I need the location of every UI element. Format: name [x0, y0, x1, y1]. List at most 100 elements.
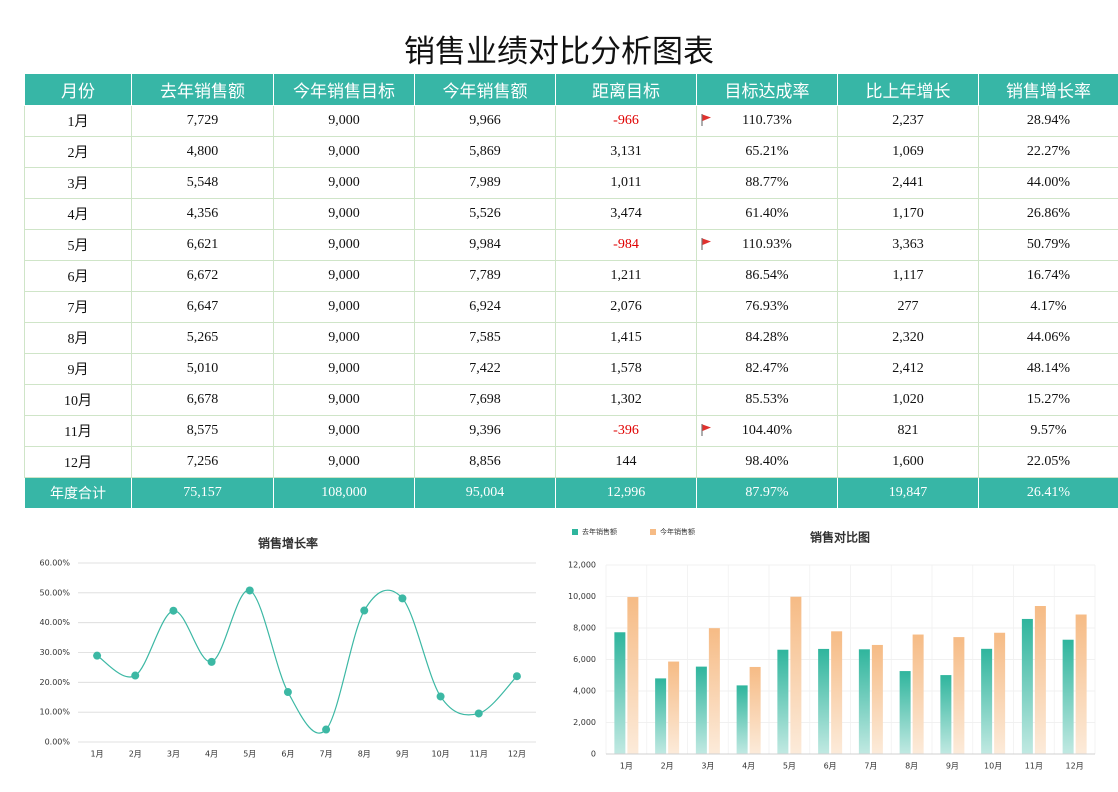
table-cell: 9.57%: [978, 415, 1118, 447]
marker: [283, 688, 292, 697]
table-cell: 108,000: [273, 477, 415, 509]
table-cell: 5月: [24, 229, 132, 261]
table-cell: 9,000: [273, 384, 415, 416]
table-cell: 6月: [24, 260, 132, 292]
table-cell: 28.94%: [978, 105, 1118, 137]
table-cell: 7,422: [414, 353, 556, 385]
table-row: 年度合计 75,157 108,000 95,004 12,996 87.97% 19,84…: [24, 477, 1118, 509]
table-cell: 9,000: [273, 136, 415, 168]
table-row: 5月 6,621 9,000 9,984 -984 110.93% 3,363 50.79%: [24, 229, 1118, 261]
table-cell: 7,698: [414, 384, 556, 416]
table-cell: 75,157: [131, 477, 274, 509]
legend-swatch: [650, 529, 656, 535]
table-cell: 3月: [24, 167, 132, 199]
bar: [899, 671, 911, 754]
y-tick-label: 6,000: [573, 655, 596, 664]
marker: [93, 651, 102, 660]
table-cell: 8月: [24, 322, 132, 354]
table-cell: 87.97%: [696, 477, 838, 509]
x-tick-label: 10月: [431, 750, 449, 759]
x-tick-label: 3月: [167, 750, 180, 759]
y-tick-label: 0: [591, 750, 596, 759]
y-tick-label: 40.00%: [39, 618, 70, 627]
table-cell: 9,000: [273, 291, 415, 323]
table-cell: 9,984: [414, 229, 556, 261]
legend-label: 去年销售额: [582, 527, 617, 536]
table-cell: 距离目标: [555, 73, 697, 106]
marker: [169, 606, 178, 615]
bar: [818, 648, 830, 754]
table-cell: 目标达成率: [696, 73, 838, 106]
table-cell: 1,600: [837, 446, 979, 478]
table-cell: 110.93%: [696, 229, 838, 261]
table-cell: 11月: [24, 415, 132, 447]
table-cell: 9,000: [273, 322, 415, 354]
table-row: 2月 4,800 9,000 5,869 3,131 65.21% 1,069 22.27%: [24, 136, 1118, 168]
bar: [912, 634, 924, 754]
table-row: 月份 去年销售额 今年销售目标 今年销售额 距离目标 目标达成率 比上年增长 销售增长率: [24, 73, 1118, 106]
bar: [831, 631, 843, 754]
table-row: 1月 7,729 9,000 9,966 -966 110.73% 2,237 28.94%: [24, 105, 1118, 137]
table-cell: 月份: [24, 73, 132, 106]
x-tick-label: 6月: [281, 750, 294, 759]
table-cell: 9,000: [273, 167, 415, 199]
table-cell: 1,211: [555, 260, 697, 292]
marker: [398, 594, 407, 603]
table-cell: 3,474: [555, 198, 697, 230]
bar: [777, 649, 789, 754]
table-cell: 1,117: [837, 260, 979, 292]
table-cell: 48.14%: [978, 353, 1118, 385]
table-row: 7月 6,647 9,000 6,924 2,076 76.93% 277 4.17%: [24, 291, 1118, 323]
chart-title: 销售对比图: [810, 530, 870, 545]
table-cell: 5,548: [131, 167, 274, 199]
bar: [871, 644, 883, 754]
x-tick-label: 6月: [824, 762, 837, 771]
table-cell: 15.27%: [978, 384, 1118, 416]
table-cell: 3,131: [555, 136, 697, 168]
bar: [1034, 606, 1046, 754]
table-cell: 1,302: [555, 384, 697, 416]
table-cell: 85.53%: [696, 384, 838, 416]
sales-table: 月份 去年销售额 今年销售目标 今年销售额 距离目标 目标达成率 比上年增长 销售增长率 1月 7…: [24, 73, 1118, 509]
y-tick-label: 8,000: [573, 624, 596, 633]
marker: [322, 725, 331, 734]
table-row: 6月 6,672 9,000 7,789 1,211 86.54% 1,117 16.74%: [24, 260, 1118, 292]
table-cell: 44.06%: [978, 322, 1118, 354]
table-cell: 10月: [24, 384, 132, 416]
x-tick-label: 11月: [1025, 762, 1043, 771]
table-cell: 1,415: [555, 322, 697, 354]
table-cell: 5,526: [414, 198, 556, 230]
table-cell: 4月: [24, 198, 132, 230]
x-tick-label: 5月: [243, 750, 256, 759]
table-cell: 3,363: [837, 229, 979, 261]
flag-icon: [701, 424, 711, 436]
table-row: 12月 7,256 9,000 8,856 144 98.40% 1,600 22.05%: [24, 446, 1118, 478]
table-cell: 4.17%: [978, 291, 1118, 323]
bar: [695, 666, 707, 754]
table-cell: 12,996: [555, 477, 697, 509]
table-cell: 84.28%: [696, 322, 838, 354]
table-cell: 1,170: [837, 198, 979, 230]
x-tick-label: 1月: [91, 750, 104, 759]
x-tick-label: 2月: [129, 750, 142, 759]
table-cell: 8,856: [414, 446, 556, 478]
table-cell: 144: [555, 446, 697, 478]
table-cell: 9,000: [273, 446, 415, 478]
bar: [1062, 639, 1074, 754]
table-cell: 今年销售额: [414, 73, 556, 106]
table-cell: 2,320: [837, 322, 979, 354]
table-cell: 9,000: [273, 415, 415, 447]
y-tick-label: 20.00%: [39, 678, 70, 687]
x-tick-label: 5月: [783, 762, 796, 771]
marker: [512, 672, 521, 681]
bar: [614, 632, 626, 754]
table-cell: 8,575: [131, 415, 274, 447]
table-cell: 22.27%: [978, 136, 1118, 168]
table-cell: 277: [837, 291, 979, 323]
table-cell: 7,989: [414, 167, 556, 199]
y-tick-label: 30.00%: [39, 648, 70, 657]
table-row: 3月 5,548 9,000 7,989 1,011 88.77% 2,441 44.00%: [24, 167, 1118, 199]
y-tick-label: 50.00%: [39, 588, 70, 597]
x-tick-label: 2月: [661, 762, 674, 771]
